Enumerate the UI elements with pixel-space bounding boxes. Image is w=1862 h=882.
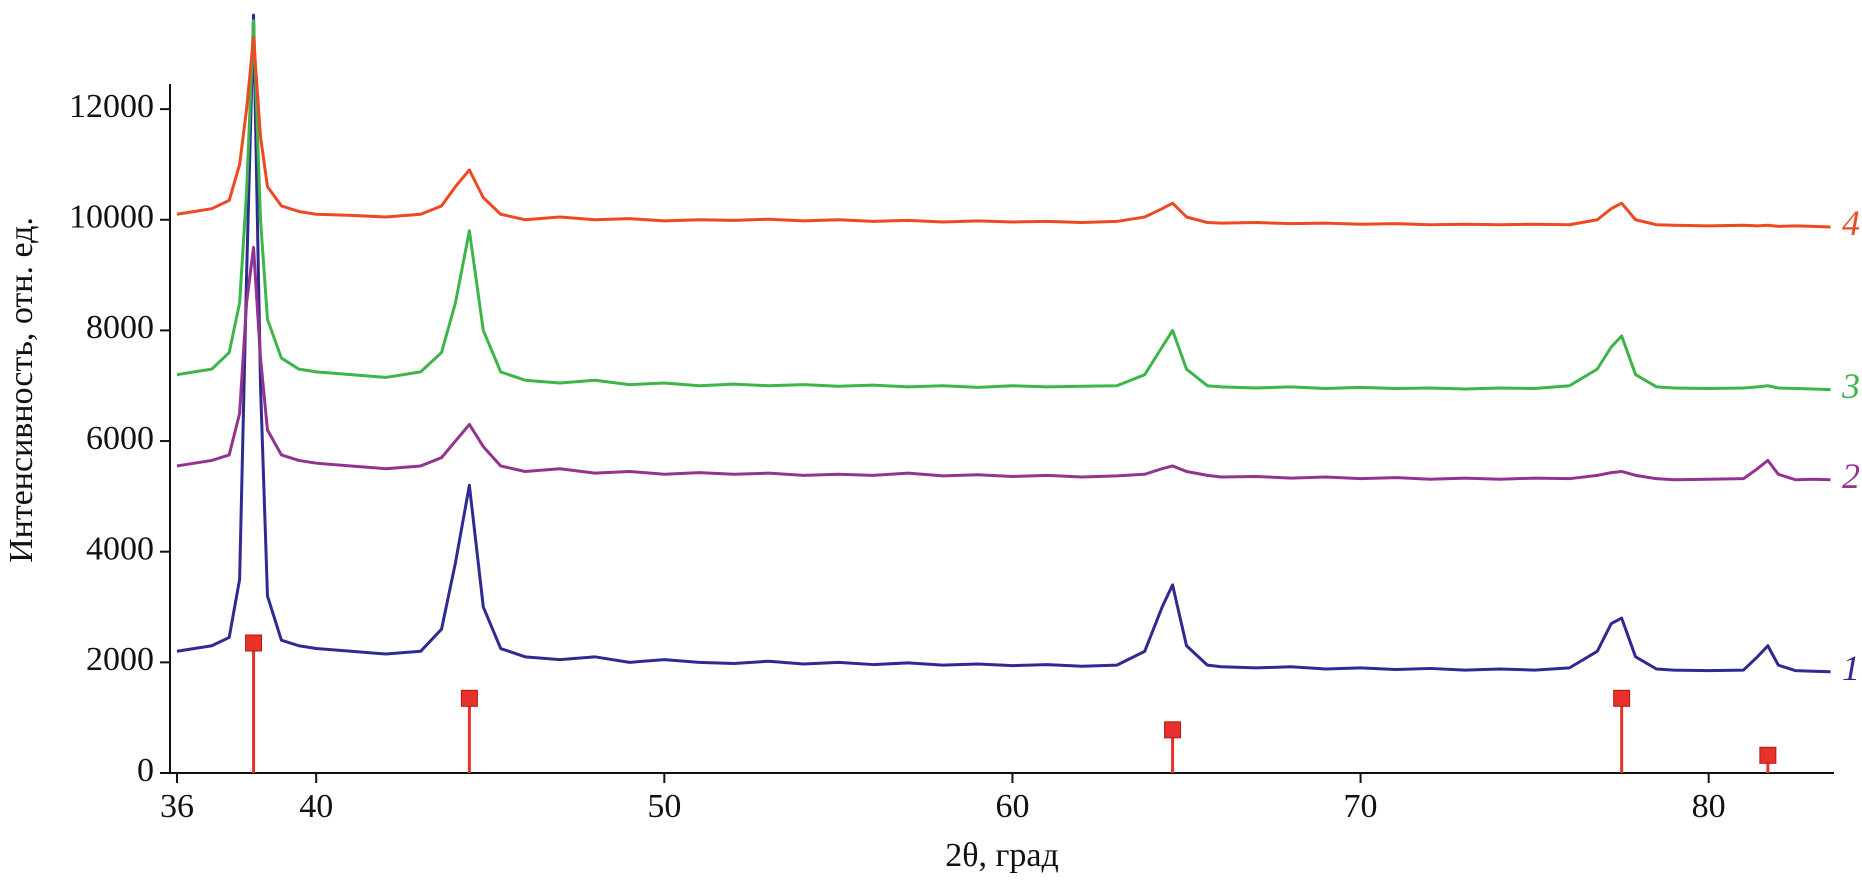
series-label: 4 [1842,203,1860,243]
y-axis-label: Интенсивность, отн. ед. [3,217,40,563]
series-label: 3 [1841,366,1860,406]
series-line [176,35,1831,229]
y-tick-label: 12000 [69,88,154,125]
y-tick-label: 0 [137,752,154,789]
series-line [176,13,1831,674]
y-tick-label: 2000 [86,641,154,678]
reference-marker [1759,746,1777,764]
series-line [176,245,1831,482]
x-tick-label: 36 [160,788,194,825]
x-axis-label: 2θ, град [945,837,1059,874]
x-tick-label: 60 [995,788,1029,825]
reference-marker [1164,721,1182,739]
reference-marker [245,634,263,652]
series-label: 2 [1842,456,1860,496]
reference-marker [1613,689,1631,707]
x-tick-label: 80 [1692,788,1726,825]
series-line [176,19,1831,392]
series-label: 1 [1842,648,1860,688]
y-tick-label: 10000 [69,199,154,236]
x-tick-label: 50 [647,788,681,825]
y-tick-label: 8000 [86,309,154,346]
x-tick-label: 70 [1344,788,1378,825]
y-tick-label: 4000 [86,531,154,568]
x-tick-label: 40 [299,788,333,825]
reference-marker [460,689,478,707]
y-tick-label: 6000 [86,420,154,457]
